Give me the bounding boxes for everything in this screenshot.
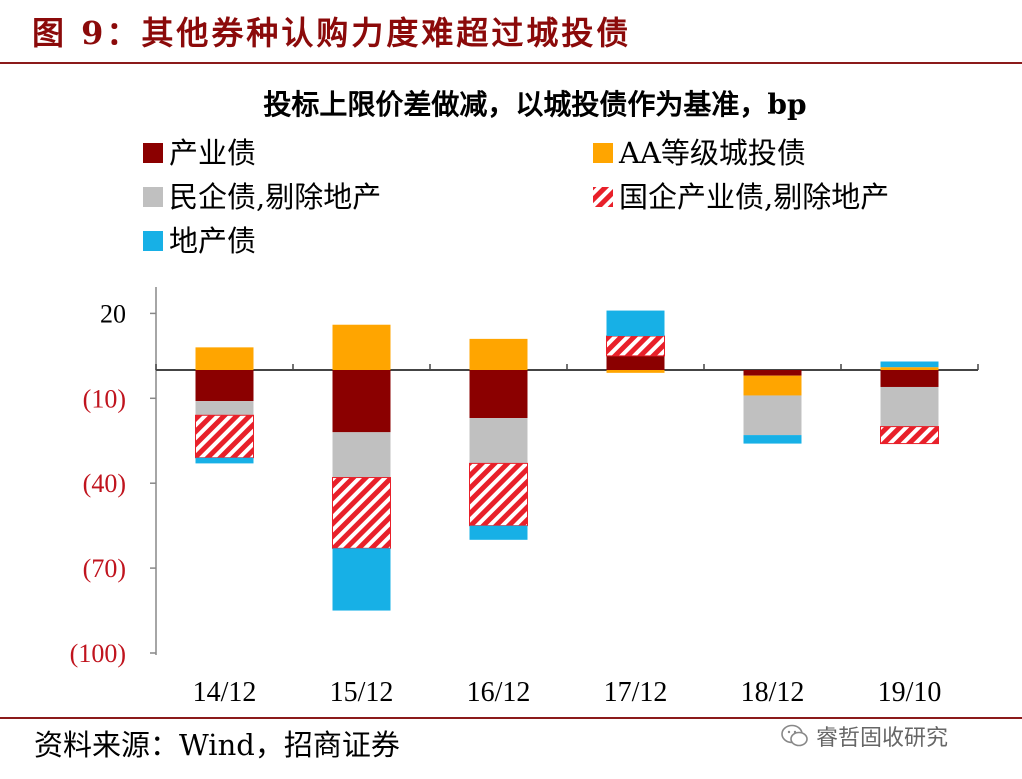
- bar-15-12-地产债: [332, 548, 391, 611]
- bar-19-10-民企债-剔除地产: [880, 386, 939, 427]
- bars: [195, 310, 939, 611]
- y-tick-label: (100): [70, 639, 126, 668]
- bar-17-12-产业债: [606, 355, 665, 370]
- y-tick-label: (10): [83, 384, 126, 413]
- bar-18-12-AA等级城投债: [743, 375, 802, 396]
- wechat-icon: [781, 724, 808, 747]
- bar-18-12-产业债: [743, 370, 802, 376]
- x-tick-label: 19/10: [878, 677, 942, 708]
- bar-18-12-地产债: [743, 435, 802, 444]
- bar-16-12-产业债: [469, 370, 528, 419]
- source-note: 资料来源：Wind，招商证券: [34, 728, 400, 762]
- bottom-divider: [0, 717, 1022, 719]
- bar-14-12-民企债-剔除地产: [195, 401, 254, 416]
- bar-19-10-地产债: [880, 361, 939, 368]
- bar-14-12-地产债: [195, 457, 254, 464]
- bar-17-12-地产债: [606, 310, 665, 337]
- legend-swatch-AA等级城投债: [593, 143, 613, 163]
- bar-15-12-国企产业债-剔除地产: [332, 477, 391, 549]
- y-tick-label: 20: [100, 299, 126, 328]
- bar-19-10-产业债: [880, 370, 939, 387]
- legend-label-产业债: 产业债: [169, 136, 256, 170]
- bar-14-12-国企产业债-剔除地产: [195, 414, 254, 459]
- bar-15-12-产业债: [332, 370, 391, 433]
- bar-18-12-民企债-剔除地产: [743, 395, 802, 436]
- y-tick-label: (40): [83, 469, 126, 498]
- bar-14-12-产业债: [195, 370, 254, 402]
- legend-label-民企债-剔除地产: 民企债,剔除地产: [169, 180, 381, 214]
- legend-swatch-国企产业债-剔除地产: [593, 187, 613, 207]
- bar-16-12-AA等级城投债: [469, 338, 528, 370]
- figure-title: 图 9：其他券种认购力度难超过城投债: [32, 14, 632, 52]
- x-tick-label: 18/12: [741, 677, 805, 708]
- bar-15-12-AA等级城投债: [332, 324, 391, 370]
- bar-16-12-国企产业债-剔除地产: [469, 462, 528, 527]
- legend-label-AA等级城投债: AA等级城投债: [618, 136, 806, 170]
- x-tick-label: 17/12: [604, 677, 668, 708]
- legend-swatch-地产债: [143, 231, 163, 251]
- watermark-label: 睿哲固收研究: [816, 726, 949, 751]
- bar-19-10-AA等级城投债: [880, 367, 939, 370]
- x-tick-label: 14/12: [193, 677, 257, 708]
- top-divider: [0, 62, 1022, 64]
- bar-14-12-AA等级城投债: [195, 347, 254, 370]
- bar-16-12-民企债-剔除地产: [469, 418, 528, 464]
- legend-label-国企产业债-剔除地产: 国企产业债,剔除地产: [619, 180, 889, 214]
- x-tick-label: 16/12: [467, 677, 531, 708]
- bar-17-12-AA等级城投债: [606, 370, 665, 373]
- bar-15-12-民企债-剔除地产: [332, 432, 391, 478]
- bar-16-12-地产债: [469, 525, 528, 540]
- axes: 20 (10) (40) (70) (100) 14/12 15/12 16/12 17/12 1…: [70, 287, 979, 708]
- bar-17-12-国企产业债-剔除地产: [606, 335, 665, 357]
- chart-title: 投标上限价差做减，以城投债作为基准，bp: [263, 88, 806, 121]
- legend-swatch-产业债: [143, 143, 163, 163]
- watermark: 睿哲固收研究: [780, 720, 948, 752]
- bar-19-10-国企产业债-剔除地产: [880, 426, 939, 445]
- x-tick-label: 15/12: [330, 677, 394, 708]
- legend-label-地产债: 地产债: [169, 224, 256, 258]
- y-tick-label: (70): [83, 554, 126, 583]
- legend-swatch-民企债-剔除地产: [143, 187, 163, 207]
